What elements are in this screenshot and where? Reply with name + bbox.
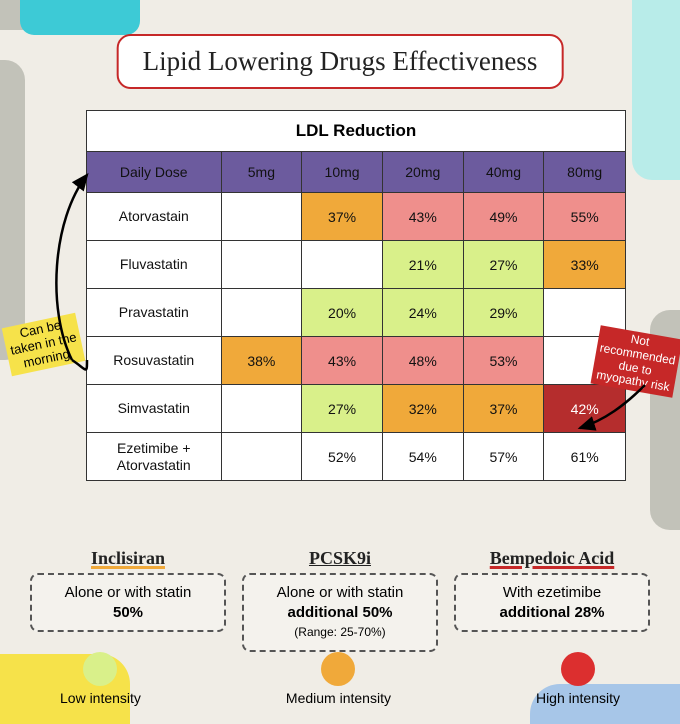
page-title: Lipid Lowering Drugs Effectiveness (117, 34, 564, 89)
table-cell: 29% (464, 288, 545, 336)
bottom-cards: Inclisiran Alone or with statin 50% PCSK… (30, 548, 650, 652)
legend-dot (83, 652, 117, 686)
table-cell: 38% (222, 336, 303, 384)
table-row: Rosuvastatin38%43%48%53% (87, 336, 625, 384)
table-cell (302, 240, 383, 288)
table-cell: 61% (544, 432, 625, 480)
table-cell: 27% (464, 240, 545, 288)
drug-name: Rosuvastatin (87, 336, 222, 384)
legend: Low intensity Medium intensity High inte… (60, 652, 620, 706)
table-cell: 54% (383, 432, 464, 480)
card-pct: 50% (38, 603, 218, 623)
table-row: Fluvastatin 21%27%33% (87, 240, 625, 288)
header-dose: 40mg (464, 152, 545, 192)
table-cell: 52% (302, 432, 383, 480)
legend-dot (321, 652, 355, 686)
drug-name: Atorvastain (87, 192, 222, 240)
drug-name: Ezetimibe + Atorvastatin (87, 432, 222, 480)
table-row: Pravastatin 20%24%29% (87, 288, 625, 336)
legend-dot (561, 652, 595, 686)
table-cell: 37% (464, 384, 545, 432)
table-cell: 57% (464, 432, 545, 480)
table-cell: 24% (383, 288, 464, 336)
table-cell: 49% (464, 192, 545, 240)
table-header-row: Daily Dose 5mg 10mg 20mg 40mg 80mg (87, 152, 625, 192)
table-cell (222, 384, 303, 432)
card-body: Alone or with statin 50% (30, 573, 226, 632)
table-cell: 37% (302, 192, 383, 240)
card-line: Alone or with statin (65, 584, 192, 601)
table-cell: 43% (302, 336, 383, 384)
table-caption: LDL Reduction (87, 111, 625, 152)
legend-item-high: High intensity (536, 652, 620, 706)
table-cell: 20% (302, 288, 383, 336)
card-bempedoic: Bempedoic Acid With ezetimibe additional… (454, 548, 650, 652)
card-line: With ezetimibe (503, 584, 601, 601)
header-corner: Daily Dose (87, 152, 222, 192)
drug-name: Simvastatin (87, 384, 222, 432)
table-cell: 33% (544, 240, 625, 288)
table-cell (222, 432, 303, 480)
header-dose: 5mg (222, 152, 303, 192)
card-title: Inclisiran (30, 548, 226, 569)
table-row: Simvastatin 27%32%37%42% (87, 384, 625, 432)
table-cell: 48% (383, 336, 464, 384)
drug-name: Fluvastatin (87, 240, 222, 288)
card-pct: additional 28% (462, 603, 642, 623)
table-cell: 55% (544, 192, 625, 240)
table-cell: 43% (383, 192, 464, 240)
legend-item-med: Medium intensity (286, 652, 391, 706)
legend-label: Medium intensity (286, 690, 391, 706)
ldl-table: LDL Reduction Daily Dose 5mg 10mg 20mg 4… (86, 110, 626, 481)
header-dose: 20mg (383, 152, 464, 192)
table-cell: 27% (302, 384, 383, 432)
card-title: PCSK9i (242, 548, 438, 569)
card-pcsk9: PCSK9i Alone or with statin additional 5… (242, 548, 438, 652)
table-cell: 53% (464, 336, 545, 384)
bg-shape (632, 0, 680, 180)
table-cell (222, 240, 303, 288)
card-line: Alone or with statin (277, 584, 404, 601)
card-title: Bempedoic Acid (454, 548, 650, 569)
card-body: With ezetimibe additional 28% (454, 573, 650, 632)
card-body: Alone or with statin additional 50% (Ran… (242, 573, 438, 652)
card-pct: additional 50% (250, 603, 430, 623)
table-row: Atorvastain 37%43%49%55% (87, 192, 625, 240)
table-row: Ezetimibe + Atorvastatin 52%54%57%61% (87, 432, 625, 480)
legend-item-low: Low intensity (60, 652, 141, 706)
table-cell (222, 288, 303, 336)
table-cell: 42% (544, 384, 625, 432)
legend-label: Low intensity (60, 690, 141, 706)
bg-shape (20, 0, 140, 35)
card-inclisiran: Inclisiran Alone or with statin 50% (30, 548, 226, 652)
header-dose: 80mg (544, 152, 625, 192)
header-dose: 10mg (302, 152, 383, 192)
table-cell: 21% (383, 240, 464, 288)
table-cell: 32% (383, 384, 464, 432)
legend-label: High intensity (536, 690, 620, 706)
table-cell (222, 192, 303, 240)
card-range: (Range: 25-70%) (294, 625, 385, 639)
drug-name: Pravastatin (87, 288, 222, 336)
bg-shape (0, 60, 25, 360)
